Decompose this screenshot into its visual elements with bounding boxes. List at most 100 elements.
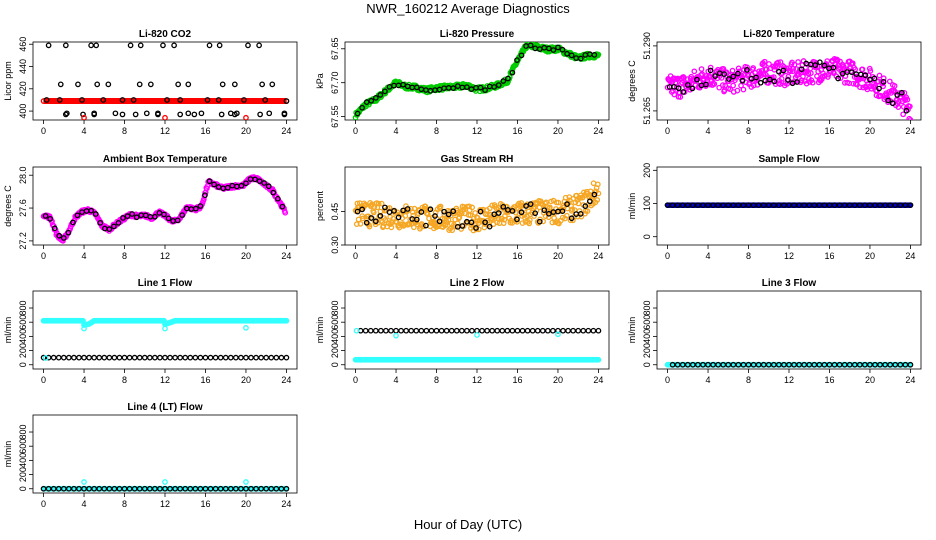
data-point-s1 <box>464 84 470 90</box>
data-point-s0 <box>91 98 98 104</box>
data-point-s1 <box>119 111 126 118</box>
data-point-s2 <box>258 354 264 361</box>
data-point-s1 <box>546 45 552 52</box>
y-tick-label: 67.70 <box>330 71 340 94</box>
y-tick-label: 200 <box>18 467 28 482</box>
data-point-s1 <box>816 202 823 209</box>
data-point-s1 <box>744 67 750 73</box>
data-point-s1 <box>862 202 868 209</box>
data-series-group <box>40 42 290 120</box>
y-axis-label: ml/min <box>3 441 13 468</box>
data-point-s0 <box>738 82 744 89</box>
x-tick-label: 16 <box>512 375 522 385</box>
y-tick-label: 51.265 <box>642 97 652 125</box>
data-point-s0 <box>207 98 214 104</box>
data-point-s1 <box>204 97 211 103</box>
data-point-s1 <box>546 210 552 217</box>
data-point-s1 <box>261 180 268 186</box>
data-point-s0 <box>454 220 461 227</box>
data-point-s1 <box>202 192 208 199</box>
data-point-s1 <box>56 232 63 239</box>
data-point-s1 <box>253 485 259 492</box>
y-tick-label: 0 <box>18 362 28 367</box>
x-tick-label: 24 <box>281 251 291 261</box>
data-point-s1 <box>120 215 126 221</box>
data-point-s1 <box>536 218 543 225</box>
data-point-s1 <box>816 361 823 368</box>
data-point-s1 <box>877 202 883 209</box>
x-tick-label: 20 <box>553 126 563 136</box>
x-tick-label: 16 <box>512 251 522 261</box>
data-point-s1 <box>836 202 843 209</box>
data-point-s0 <box>467 212 474 219</box>
y-tick-label: 200 <box>18 343 28 358</box>
data-point-s1 <box>187 485 194 492</box>
data-point-s0 <box>809 79 816 86</box>
data-point-s1 <box>232 485 239 492</box>
data-point-s0 <box>904 96 911 103</box>
data-point-s0 <box>422 203 429 210</box>
y-tick-label: 600 <box>642 315 652 330</box>
data-point-s1 <box>730 361 737 368</box>
data-point-s1 <box>111 223 117 230</box>
data-point-s1 <box>735 70 741 77</box>
data-point-s1 <box>518 209 525 216</box>
data-point-s1 <box>519 327 526 334</box>
data-point-s1 <box>88 42 94 49</box>
x-tick-label: 4 <box>394 375 399 385</box>
data-point-s1 <box>81 485 87 492</box>
data-point-s2 <box>278 354 285 361</box>
data-point-s1 <box>269 81 276 88</box>
data-point-s1 <box>867 361 873 368</box>
data-point-s1 <box>265 183 272 190</box>
data-point-s1 <box>164 97 170 103</box>
data-series-group <box>664 361 914 368</box>
data-point-s1 <box>469 327 475 334</box>
data-point-s1 <box>55 485 62 492</box>
data-point-s1 <box>785 77 791 83</box>
data-point-s1 <box>418 327 425 334</box>
data-point-s1 <box>889 100 896 107</box>
data-point-s1 <box>684 361 691 368</box>
data-point-s1 <box>780 67 787 74</box>
y-tick-label: 440 <box>18 59 28 74</box>
data-point-s0 <box>880 75 887 82</box>
data-point-s0 <box>578 213 585 220</box>
data-point-s0 <box>564 212 570 219</box>
x-tick-label: 0 <box>665 126 670 136</box>
panel-title: Ambient Box Temperature <box>103 154 228 165</box>
data-point-s1 <box>781 202 787 209</box>
data-point-s2 <box>146 354 153 361</box>
data-point-s1 <box>97 219 104 226</box>
data-point-s2 <box>273 354 280 361</box>
data-point-s1 <box>765 361 772 368</box>
data-point-s1 <box>740 361 747 368</box>
data-point-s1 <box>266 110 273 117</box>
data-point-s0 <box>357 220 364 227</box>
data-point-s1 <box>811 361 818 368</box>
x-tick-label: 12 <box>160 126 170 136</box>
data-point-s1 <box>105 81 112 88</box>
chart-panel-6: Sample Flow ml/min 0 4 8 12 16 20 24 0 100 200 <box>627 154 922 261</box>
x-tick-label: 16 <box>824 375 834 385</box>
data-point-s1 <box>712 73 718 79</box>
data-point-s1 <box>575 327 582 334</box>
data-point-s1 <box>856 361 863 368</box>
data-point-s1 <box>177 97 184 103</box>
panel-title: Sample Flow <box>758 154 819 165</box>
data-point-s2 <box>217 354 224 361</box>
data-point-s1 <box>157 485 163 492</box>
data-point-s0 <box>210 98 216 104</box>
chart-panel-7: Line 1 Flow ml/min 0 4 8 12 16 20 24 0 20040060080… <box>3 278 298 385</box>
x-tick-label: 4 <box>706 126 711 136</box>
data-point-s1 <box>585 327 592 334</box>
data-point-s1 <box>486 223 493 230</box>
data-point-s1 <box>372 327 379 334</box>
data-series-group <box>40 479 290 492</box>
data-point-s1 <box>464 327 470 334</box>
data-point-s0 <box>679 79 685 86</box>
data-point-s1 <box>66 485 72 492</box>
data-point-s1 <box>586 198 593 205</box>
data-point-s1 <box>423 222 429 229</box>
data-point-s1 <box>841 361 848 368</box>
